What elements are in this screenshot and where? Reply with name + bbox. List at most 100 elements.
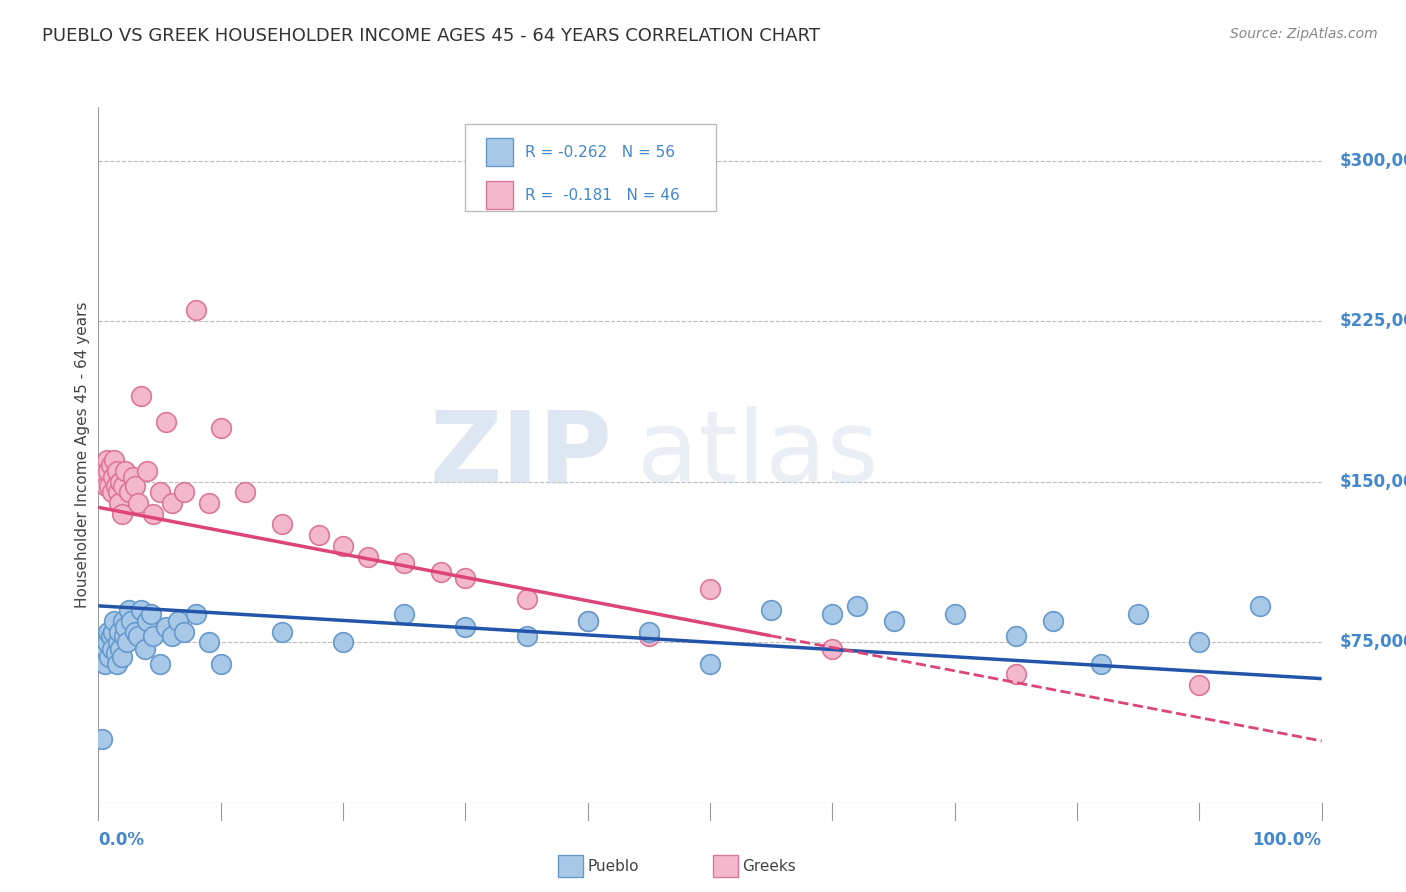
Point bbox=[101, 641, 124, 656]
Point bbox=[308, 528, 330, 542]
Point bbox=[111, 650, 134, 665]
Point bbox=[129, 389, 152, 403]
Point bbox=[111, 614, 134, 628]
Point bbox=[111, 507, 134, 521]
Point bbox=[761, 603, 783, 617]
Text: Source: ZipAtlas.com: Source: ZipAtlas.com bbox=[1230, 27, 1378, 41]
Point bbox=[637, 624, 661, 639]
Point bbox=[114, 620, 136, 634]
Point bbox=[104, 646, 127, 660]
Point bbox=[332, 539, 354, 553]
Point bbox=[209, 657, 232, 671]
Point bbox=[93, 657, 115, 671]
Point bbox=[332, 635, 354, 649]
Point bbox=[98, 650, 121, 665]
Point bbox=[107, 485, 129, 500]
Point bbox=[270, 624, 294, 639]
Point bbox=[112, 629, 135, 643]
Point bbox=[173, 624, 195, 639]
Text: ZIP: ZIP bbox=[429, 407, 612, 503]
Point bbox=[149, 657, 172, 671]
Point bbox=[576, 614, 599, 628]
Text: $225,000: $225,000 bbox=[1340, 312, 1406, 330]
Point bbox=[94, 479, 117, 493]
Point bbox=[186, 303, 208, 318]
Point bbox=[110, 475, 132, 489]
Point bbox=[197, 635, 219, 649]
Point bbox=[197, 496, 219, 510]
Point bbox=[149, 485, 172, 500]
Point bbox=[108, 496, 131, 510]
Point bbox=[124, 624, 146, 639]
Point bbox=[110, 641, 132, 656]
Point bbox=[1249, 599, 1271, 613]
Point bbox=[1188, 635, 1211, 649]
Point bbox=[155, 415, 177, 429]
Point bbox=[142, 507, 165, 521]
Text: 100.0%: 100.0% bbox=[1253, 830, 1322, 848]
Point bbox=[114, 464, 136, 478]
Point bbox=[821, 641, 844, 656]
Point bbox=[118, 603, 141, 617]
Text: 0.0%: 0.0% bbox=[98, 830, 145, 848]
Text: PUEBLO VS GREEK HOUSEHOLDER INCOME AGES 45 - 64 YEARS CORRELATION CHART: PUEBLO VS GREEK HOUSEHOLDER INCOME AGES … bbox=[42, 27, 820, 45]
Point bbox=[167, 614, 190, 628]
Text: R = -0.262   N = 56: R = -0.262 N = 56 bbox=[526, 145, 675, 160]
Point bbox=[160, 629, 183, 643]
Point bbox=[101, 485, 124, 500]
Point bbox=[108, 624, 131, 639]
FancyBboxPatch shape bbox=[465, 124, 716, 211]
Y-axis label: Householder Income Ages 45 - 64 years: Householder Income Ages 45 - 64 years bbox=[75, 301, 90, 608]
Point bbox=[1004, 667, 1026, 681]
Point bbox=[454, 571, 477, 585]
Point bbox=[173, 485, 195, 500]
Point bbox=[1004, 629, 1026, 643]
Point bbox=[91, 464, 114, 478]
Point bbox=[139, 607, 162, 622]
Point bbox=[105, 464, 128, 478]
Point bbox=[129, 603, 152, 617]
Point bbox=[356, 549, 378, 564]
Point bbox=[233, 485, 256, 500]
Point bbox=[454, 620, 477, 634]
Point bbox=[111, 479, 134, 493]
Point bbox=[134, 641, 156, 656]
Point bbox=[101, 624, 124, 639]
Point bbox=[699, 582, 721, 596]
Text: atlas: atlas bbox=[637, 407, 879, 503]
Point bbox=[121, 470, 143, 484]
Point bbox=[105, 657, 128, 671]
Point bbox=[136, 464, 159, 478]
Point bbox=[1090, 657, 1112, 671]
Point bbox=[103, 614, 125, 628]
Point bbox=[118, 485, 141, 500]
Point bbox=[91, 731, 114, 746]
Point bbox=[127, 496, 149, 510]
Point bbox=[103, 453, 125, 467]
Point bbox=[883, 614, 905, 628]
Text: $300,000: $300,000 bbox=[1340, 152, 1406, 169]
Point bbox=[127, 629, 149, 643]
Point bbox=[155, 620, 177, 634]
Point bbox=[576, 614, 599, 628]
Point bbox=[104, 479, 127, 493]
Point bbox=[637, 629, 661, 643]
Text: $75,000: $75,000 bbox=[1340, 633, 1406, 651]
Point bbox=[392, 556, 416, 570]
Point bbox=[821, 607, 844, 622]
Point bbox=[392, 607, 416, 622]
Point bbox=[699, 657, 721, 671]
Point bbox=[96, 453, 118, 467]
Point bbox=[96, 635, 118, 649]
Point bbox=[845, 599, 868, 613]
Point bbox=[430, 565, 453, 579]
Point bbox=[142, 629, 165, 643]
Point bbox=[160, 496, 183, 510]
Point bbox=[100, 458, 122, 472]
Point bbox=[209, 421, 232, 435]
Point bbox=[97, 624, 120, 639]
Point bbox=[107, 635, 129, 649]
Point bbox=[136, 614, 159, 628]
Point bbox=[515, 629, 537, 643]
Text: Pueblo: Pueblo bbox=[588, 859, 640, 873]
